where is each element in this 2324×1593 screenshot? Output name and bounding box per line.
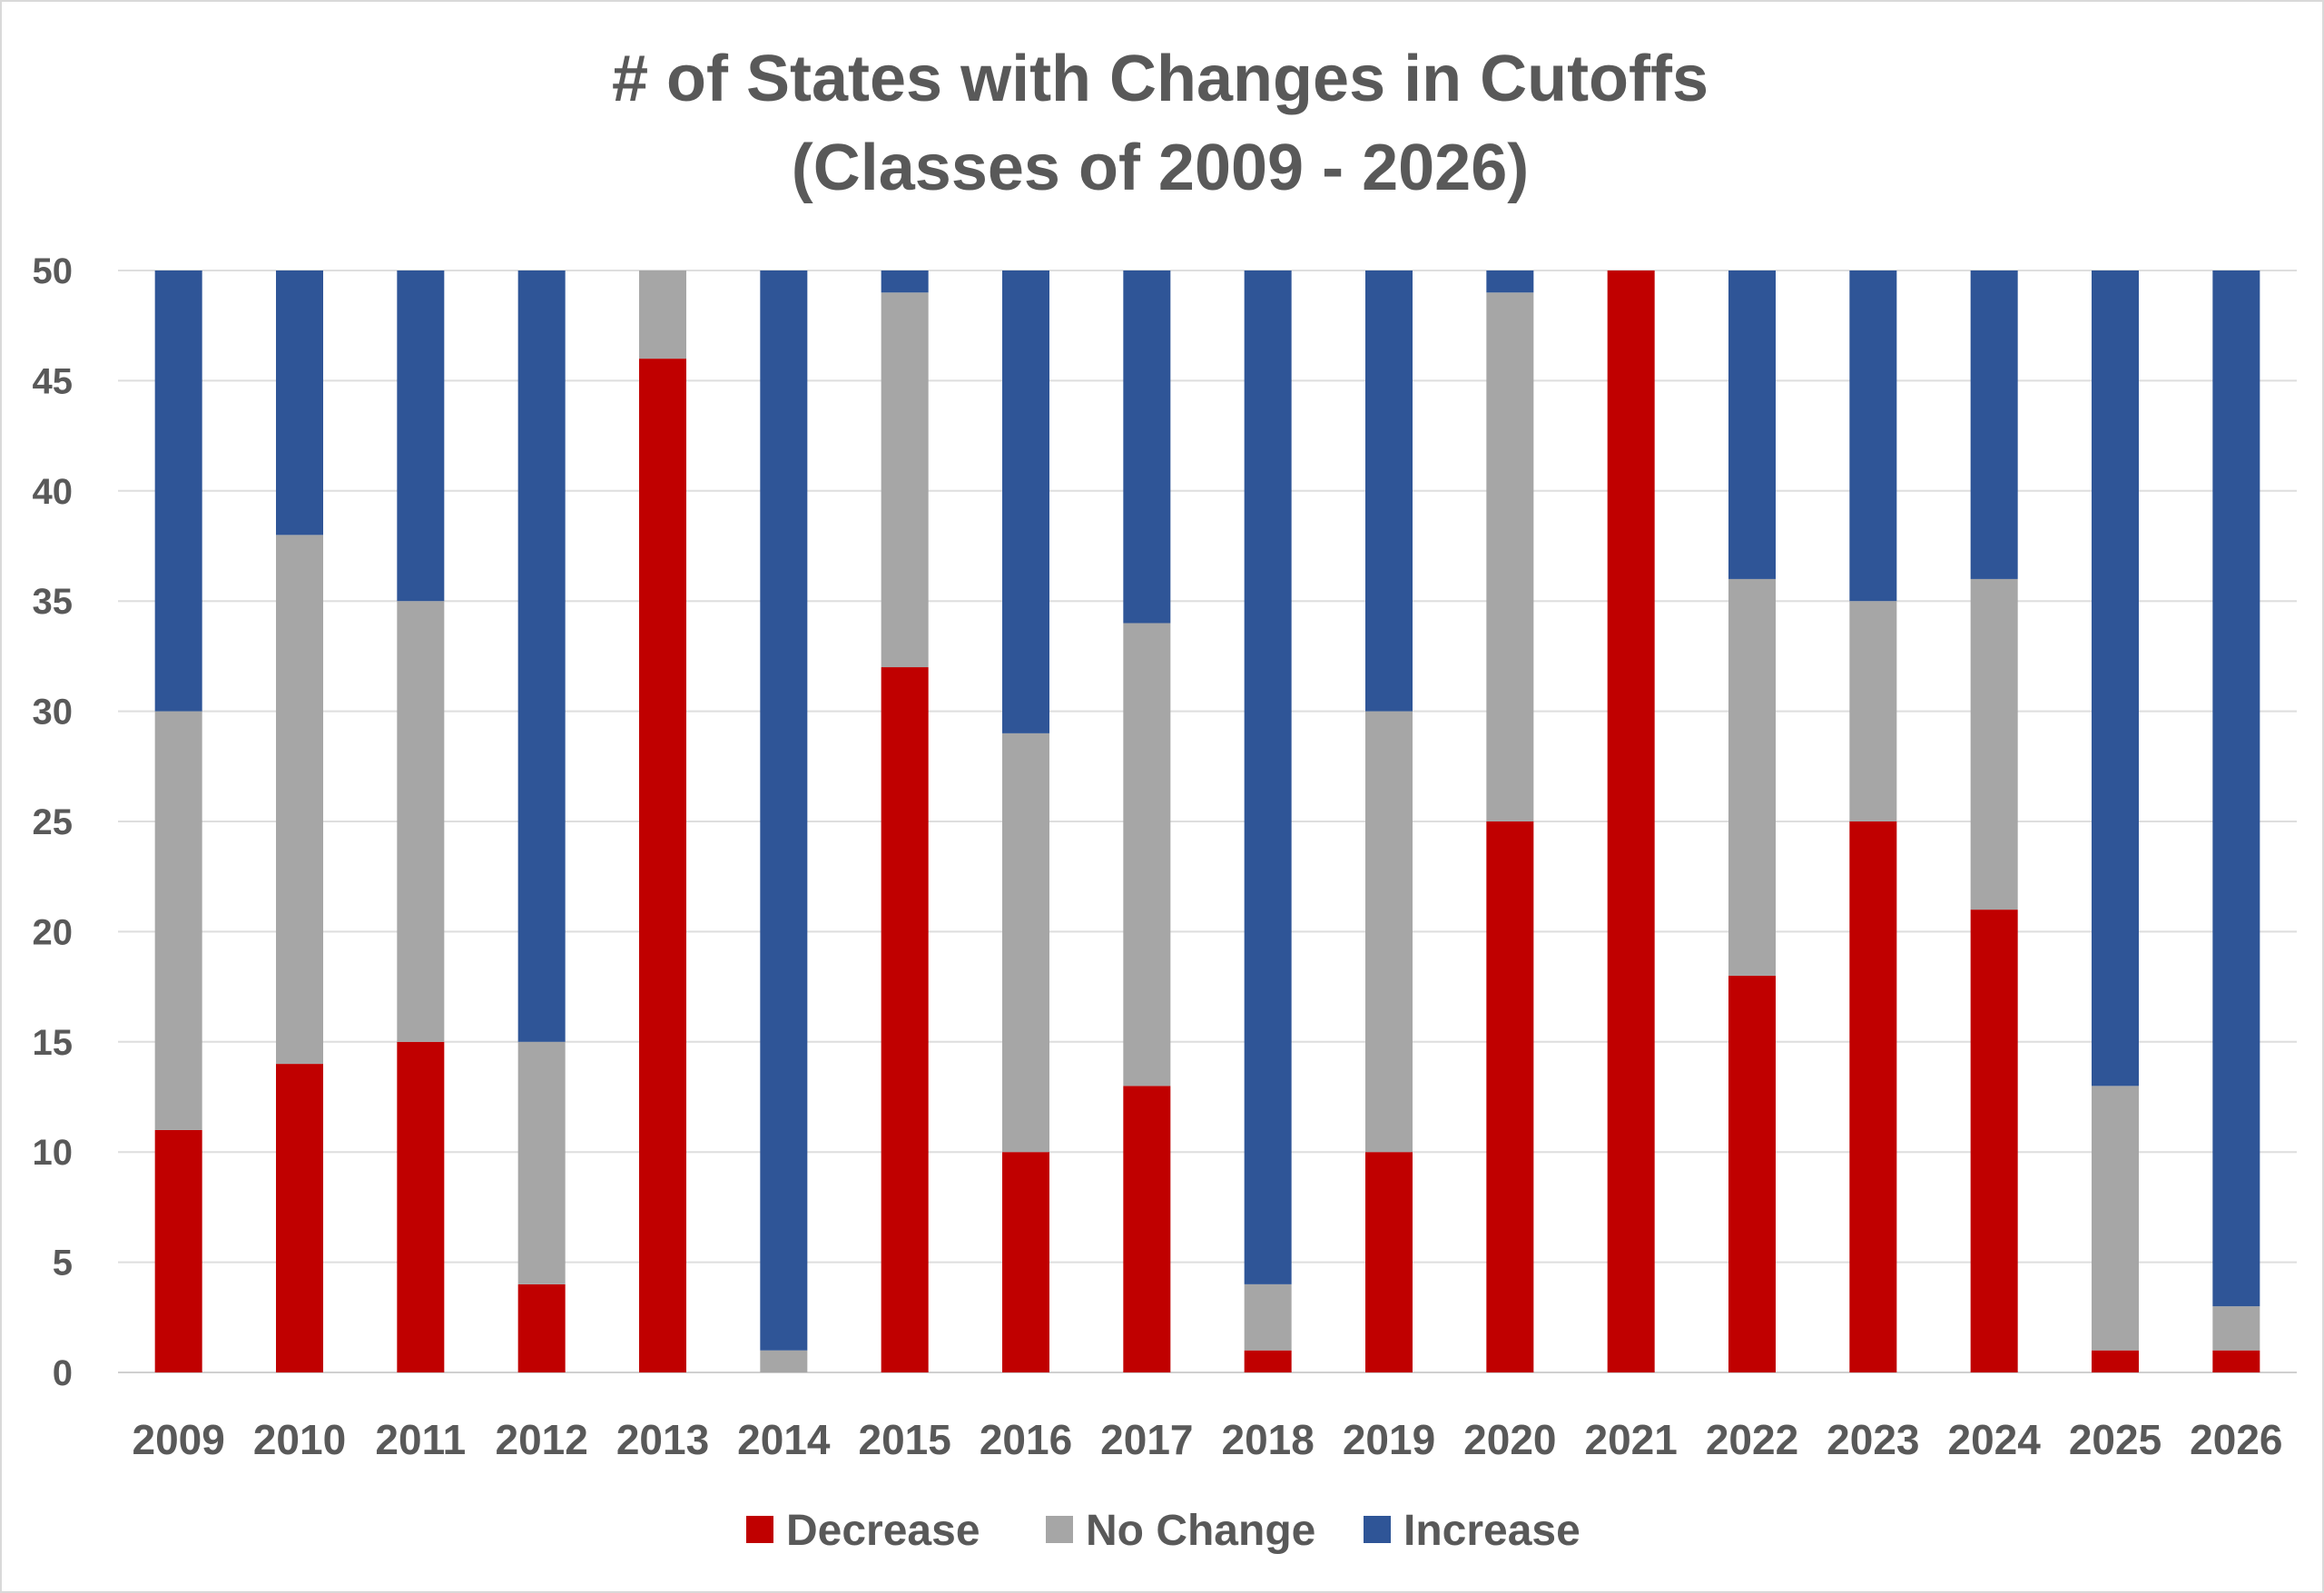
x-tick-label: 2020 — [1463, 1416, 1556, 1463]
legend-label: No Change — [1086, 1507, 1315, 1555]
x-tick-label: 2014 — [737, 1416, 831, 1463]
bar-2009-decrease — [154, 1129, 202, 1372]
bar-2018-no-change — [1244, 1283, 1292, 1351]
bar-2010-increase — [276, 270, 323, 536]
bar-2010-no-change — [276, 535, 323, 1065]
x-tick-label: 2026 — [2190, 1416, 2282, 1463]
bar-2024-no-change — [1970, 578, 2018, 910]
legend-swatch-decrease — [746, 1516, 773, 1543]
y-tick-label: 5 — [53, 1244, 73, 1283]
bar-2023-no-change — [1849, 601, 1897, 821]
bar-2023-decrease — [1849, 821, 1897, 1372]
bar-2025-decrease — [2092, 1350, 2139, 1372]
bar-2026-decrease — [2212, 1350, 2260, 1372]
bar-2025-increase — [2092, 270, 2139, 1087]
y-tick-label: 45 — [33, 361, 74, 401]
bar-2022-increase — [1728, 270, 1776, 579]
bar-2016-no-change — [1002, 733, 1049, 1153]
bar-2017-no-change — [1123, 623, 1171, 1087]
bar-2019-increase — [1365, 270, 1413, 712]
bar-2023-increase — [1849, 270, 1897, 602]
bar-2013-decrease — [639, 359, 686, 1372]
bar-2014-no-change — [760, 1350, 808, 1372]
legend-label: Decrease — [786, 1507, 980, 1555]
bar-2010-decrease — [276, 1064, 323, 1372]
bar-2020-increase — [1486, 270, 1534, 293]
bar-2016-decrease — [1002, 1152, 1049, 1372]
x-axis: 2009 2010 2011 2012 2013 2014 2015 2016 2017 2018… — [132, 1416, 2282, 1463]
bar-2024-increase — [1970, 270, 2018, 579]
x-tick-label: 2019 — [1343, 1416, 1435, 1463]
x-tick-label: 2012 — [495, 1416, 587, 1463]
bar-2012-increase — [517, 270, 566, 1042]
x-tick-label: 2016 — [980, 1416, 1072, 1463]
bar-2011-decrease — [397, 1041, 445, 1372]
bar-2009-no-change — [154, 711, 202, 1130]
x-tick-label: 2022 — [1706, 1416, 1798, 1463]
bar-2011-increase — [397, 270, 445, 602]
x-tick-label: 2011 — [375, 1416, 466, 1463]
x-tick-label: 2013 — [616, 1416, 709, 1463]
bar-2018-increase — [1244, 270, 1292, 1284]
x-tick-label: 2015 — [858, 1416, 950, 1463]
y-tick-label: 20 — [33, 912, 74, 952]
bar-2026-no-change — [2212, 1306, 2260, 1351]
bar-2019-decrease — [1365, 1152, 1413, 1372]
bar-2017-increase — [1123, 270, 1171, 624]
bars — [154, 270, 2260, 1372]
bar-2012-no-change — [517, 1041, 566, 1284]
x-tick-label: 2023 — [1827, 1416, 1919, 1463]
y-tick-label: 35 — [33, 582, 74, 622]
x-tick-label: 2024 — [1947, 1416, 2041, 1463]
bar-2013-no-change — [639, 270, 686, 359]
x-tick-label: 2017 — [1100, 1416, 1193, 1463]
bar-2015-decrease — [881, 667, 929, 1372]
legend-label: Increase — [1403, 1507, 1581, 1555]
bar-2016-increase — [1002, 270, 1049, 733]
bar-2026-increase — [2212, 270, 2260, 1307]
y-tick-label: 0 — [53, 1353, 73, 1393]
bar-2017-decrease — [1123, 1086, 1171, 1372]
y-tick-label: 30 — [33, 693, 74, 733]
x-tick-label: 2025 — [2069, 1416, 2162, 1463]
x-tick-label: 2010 — [253, 1416, 346, 1463]
bar-2015-no-change — [881, 292, 929, 668]
y-tick-label: 15 — [33, 1023, 74, 1063]
bar-2015-increase — [881, 270, 929, 293]
y-tick-label: 50 — [33, 251, 74, 291]
bar-2020-decrease — [1486, 821, 1534, 1372]
chart-subtitle: (Classes of 2009 - 2026) — [791, 132, 1530, 204]
bar-2020-no-change — [1486, 292, 1534, 821]
chart-title: # of States with Changes in Cutoffs — [611, 43, 1709, 115]
x-tick-label: 2009 — [132, 1416, 224, 1463]
bar-2019-no-change — [1365, 711, 1413, 1153]
y-tick-label: 40 — [33, 472, 74, 512]
bar-2025-no-change — [2092, 1086, 2139, 1351]
chart-title-block: # of States with Changes in Cutoffs (Cla… — [0, 34, 2320, 212]
x-tick-label: 2021 — [1584, 1416, 1677, 1463]
bar-2024-decrease — [1970, 910, 2018, 1372]
y-tick-label: 25 — [33, 802, 74, 842]
bar-2014-increase — [760, 270, 808, 1351]
bar-2022-decrease — [1728, 975, 1776, 1372]
legend-swatch-increase — [1364, 1516, 1391, 1543]
bar-2021-decrease — [1607, 270, 1655, 1372]
bar-2011-no-change — [397, 601, 445, 1042]
legend-swatch-no-change — [1046, 1516, 1073, 1543]
x-tick-label: 2018 — [1221, 1416, 1314, 1463]
gridlines — [118, 270, 2297, 1373]
bar-2018-decrease — [1244, 1350, 1292, 1372]
bar-2009-increase — [154, 270, 202, 712]
legend: Decrease No Change Increase — [746, 1507, 1581, 1555]
y-axis: 0 5 10 15 20 25 30 35 40 45 50 — [33, 251, 74, 1393]
bar-2022-no-change — [1728, 578, 1776, 976]
bar-2012-decrease — [517, 1283, 566, 1372]
y-tick-label: 10 — [33, 1133, 74, 1173]
